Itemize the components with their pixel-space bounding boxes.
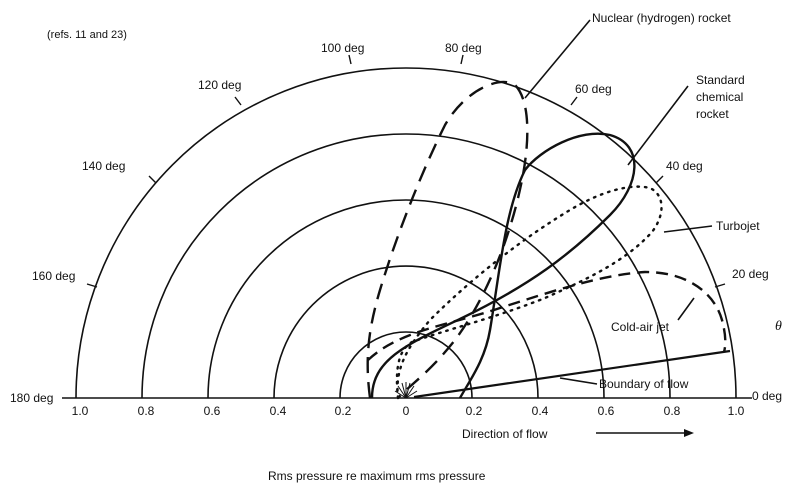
axis-tick: 0.6 xyxy=(598,404,615,418)
ring-0.6 xyxy=(207,199,605,399)
curve-cold-air-jet xyxy=(367,270,727,361)
direction-of-flow-label: Direction of flow xyxy=(462,427,548,441)
leader-nuclear xyxy=(524,19,591,99)
angle-label-20: 20 deg xyxy=(732,267,769,281)
axis-tick-labels: 1.0 0.8 0.6 0.4 0.2 0 0.2 0.4 0.6 0.8 1.… xyxy=(72,404,745,418)
curve-turbojet xyxy=(395,185,663,400)
axis-tick: 0.8 xyxy=(138,404,155,418)
axis-tick: 0.4 xyxy=(270,404,287,418)
axis-tick: 0.8 xyxy=(664,404,681,418)
leader-lines xyxy=(524,19,713,385)
direction-arrowhead xyxy=(684,429,694,437)
angle-label-100: 100 deg xyxy=(321,41,364,55)
reference-note: (refs. 11 and 23) xyxy=(47,29,127,41)
axis-tick: 1.0 xyxy=(728,404,745,418)
axis-tick: 0.4 xyxy=(532,404,549,418)
angle-label-180: 180 deg xyxy=(10,391,53,405)
leader-boundary xyxy=(559,377,598,385)
axis-tick: 0.2 xyxy=(335,404,352,418)
figure-caption: Rms pressure re maximum rms pressure xyxy=(268,469,486,483)
ring-1.0 xyxy=(75,67,737,399)
angle-label-60: 60 deg xyxy=(575,82,612,96)
axis-tick: 0 xyxy=(403,404,410,418)
theta-symbol: θ xyxy=(775,319,782,334)
leader-standard xyxy=(627,85,689,166)
leader-turbojet xyxy=(663,225,713,233)
label-standard-line3: rocket xyxy=(696,107,729,121)
label-turbojet: Turbojet xyxy=(716,219,760,233)
curve-nuclear-rocket xyxy=(366,80,529,399)
angle-label-40: 40 deg xyxy=(666,159,703,173)
label-boundary-of-flow: Boundary of flow xyxy=(599,377,689,391)
label-standard-line1: Standard xyxy=(696,73,745,87)
angle-ticks xyxy=(86,54,726,288)
nozzle-marker xyxy=(394,382,418,399)
axis-tick: 1.0 xyxy=(72,404,89,418)
angle-label-80: 80 deg xyxy=(445,41,482,55)
boundary-of-flow-line xyxy=(413,349,731,399)
leader-cold-air xyxy=(677,297,695,321)
curve-standard-chemical-rocket xyxy=(370,132,636,399)
axis-tick: 0.2 xyxy=(466,404,483,418)
ring-0.4 xyxy=(273,265,539,399)
polar-grid xyxy=(62,67,752,399)
ring-0.2 xyxy=(339,331,473,399)
label-standard-line2: chemical xyxy=(696,90,743,104)
angle-label-140: 140 deg xyxy=(82,159,125,173)
axis-tick: 0.6 xyxy=(204,404,221,418)
ring-0.8 xyxy=(141,133,671,399)
angle-label-120: 120 deg xyxy=(198,78,241,92)
angle-label-0: 0 deg xyxy=(752,389,782,403)
angle-label-160: 160 deg xyxy=(32,269,75,283)
angle-labels: 180 deg 160 deg 140 deg 120 deg 100 deg … xyxy=(10,41,782,405)
label-cold-air-jet: Cold-air jet xyxy=(611,320,670,334)
label-nuclear-rocket: Nuclear (hydrogen) rocket xyxy=(592,11,731,25)
